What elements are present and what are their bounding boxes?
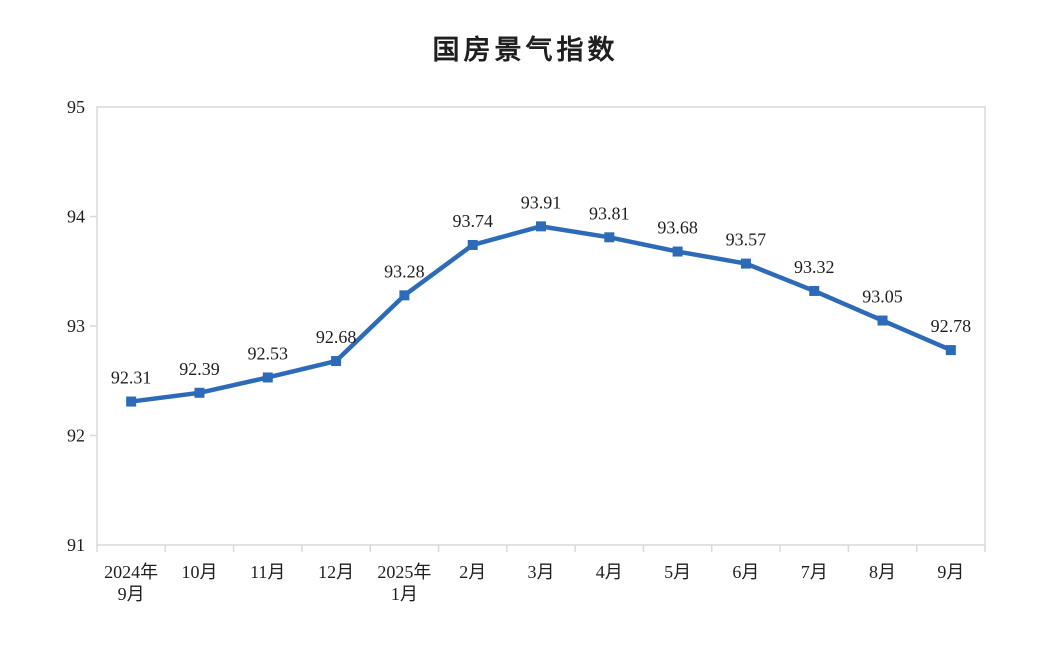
data-point-label: 92.68 (316, 327, 357, 347)
data-point-marker (809, 285, 820, 296)
data-point-label: 93.74 (452, 211, 493, 231)
index-series-line (128, 224, 954, 404)
data-point-label: 93.91 (521, 192, 562, 212)
x-axis-tick-label: 6月 (732, 562, 759, 582)
data-point-label: 92.78 (931, 316, 972, 336)
data-point-marker (126, 396, 137, 407)
x-axis-tick-label: 2024年 9月 (104, 562, 158, 604)
y-axis-tick-label: 94 (67, 207, 85, 227)
data-point-label: 93.28 (384, 261, 425, 281)
data-point-marker (877, 315, 888, 326)
y-axis-tick-label: 92 (67, 426, 85, 446)
data-point-label: 92.53 (248, 343, 289, 363)
data-point-marker (194, 387, 205, 398)
x-axis-tick-label: 3月 (528, 562, 555, 582)
y-axis-tick-label: 91 (67, 535, 85, 555)
data-point-marker (672, 246, 683, 257)
data-point-marker (536, 221, 546, 232)
data-point-marker (604, 232, 615, 243)
x-axis-tick-label: 10月 (181, 562, 217, 582)
x-axis-tick-label: 12月 (318, 562, 354, 582)
plot-area-border (96, 106, 986, 546)
x-axis-tick-label: 5月 (664, 562, 691, 582)
y-axis-tick-label: 93 (67, 316, 85, 336)
x-axis-tick-label: 11月 (250, 562, 285, 582)
data-point-label: 92.31 (111, 368, 152, 388)
data-point-label: 93.68 (657, 218, 698, 238)
data-point-label: 93.81 (589, 203, 630, 223)
data-point-label: 93.57 (726, 230, 767, 250)
data-point-marker (467, 239, 478, 250)
x-axis-tick-label: 7月 (801, 562, 828, 582)
x-axis-tick-label: 2月 (459, 562, 486, 582)
x-axis-tick-label: 4月 (596, 562, 623, 582)
data-point-marker (945, 345, 956, 356)
data-point-marker (262, 372, 273, 383)
data-point-marker (331, 356, 342, 367)
x-axis-tick-label: 9月 (937, 562, 964, 582)
y-axis-tick-label: 95 (67, 97, 85, 117)
x-axis-tick-label: 8月 (869, 562, 896, 582)
data-point-label: 93.32 (794, 257, 835, 277)
data-point-label: 92.39 (179, 359, 220, 379)
chart-title: 国房景气指数 (432, 35, 619, 65)
data-point-label: 93.05 (862, 287, 903, 307)
data-point-marker (740, 258, 751, 269)
data-point-marker (399, 290, 410, 301)
x-axis-tick-label: 2025年 1月 (377, 562, 431, 604)
